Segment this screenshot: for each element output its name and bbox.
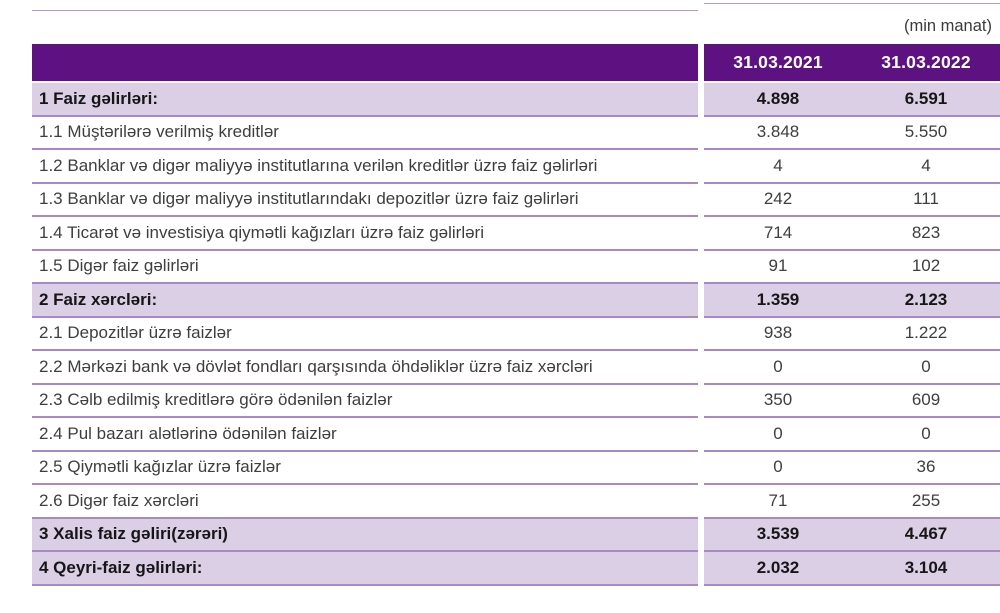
unit-note: (min manat) bbox=[903, 17, 992, 35]
column-gap bbox=[698, 382, 704, 416]
row-value-2021: 2.032 bbox=[756, 557, 800, 577]
row-label: 2.2 Mərkəzi bank və dövlət fondları qarş… bbox=[32, 349, 698, 383]
table-row: 4 Qeyri-faiz gəlirləri: 2.032 3.104 bbox=[32, 550, 1000, 584]
row-label: 4 Qeyri-faiz gəlirləri: bbox=[32, 550, 698, 584]
row-value-2022: 4.467 bbox=[904, 524, 948, 544]
row-value-2021: 1.359 bbox=[756, 289, 800, 309]
column-gap bbox=[698, 483, 704, 517]
table-row: 2.1 Depozitlər üzrə faizlər 938 1.222 bbox=[32, 315, 1000, 350]
table-row: 1.3 Banklar və digər maliyyə institutlar… bbox=[32, 181, 1000, 216]
table-row: 1 Faiz gəlirləri: 4.898 6.591 bbox=[32, 81, 1000, 115]
column-gap bbox=[698, 449, 704, 483]
row-value-2022: 102 bbox=[911, 256, 941, 276]
row-label: 1.1 Müştərilərə verilmiş kreditlər bbox=[32, 114, 698, 149]
row-value-2022: 823 bbox=[911, 222, 941, 242]
row-value-2022: 36 bbox=[916, 457, 936, 477]
row-value-2021: 3.848 bbox=[756, 122, 800, 142]
row-value-2022: 255 bbox=[911, 490, 941, 510]
row-value-2022: 1.222 bbox=[904, 323, 948, 343]
row-label: 1.3 Banklar və digər maliyyə institutlar… bbox=[32, 181, 698, 216]
column-gap bbox=[698, 248, 704, 282]
row-label: 2.1 Depozitlər üzrə faizlər bbox=[32, 315, 698, 350]
table-row: 1.5 Digər faiz gəlirləri 91 102 bbox=[32, 248, 1000, 283]
row-value-2022: 3.104 bbox=[904, 557, 948, 577]
row-label: 2.6 Digər faiz xərcləri bbox=[32, 483, 698, 517]
row-value-2022: 4 bbox=[921, 155, 931, 175]
value-columns-top-border bbox=[704, 3, 1000, 4]
row-value-2021: 3.539 bbox=[756, 524, 800, 544]
table-row: 2 Faiz xərcləri: 1.359 2.123 bbox=[32, 282, 1000, 316]
column-gap bbox=[698, 516, 704, 550]
header-label-cell bbox=[32, 44, 698, 81]
row-value-2021: 0 bbox=[773, 423, 783, 443]
column-gap bbox=[698, 114, 704, 148]
column-gap bbox=[698, 215, 704, 249]
row-value-2021: 350 bbox=[763, 390, 793, 410]
row-value-2021: 71 bbox=[768, 490, 788, 510]
row-label: 2.5 Qiymətli kağızlar üzrə faizlər bbox=[32, 449, 698, 484]
row-value-2021: 714 bbox=[763, 222, 793, 242]
header-value-cells: 31.03.2021 31.03.2022 bbox=[704, 44, 1000, 81]
row-value-2022: 5.550 bbox=[904, 122, 948, 142]
row-value-2022: 2.123 bbox=[904, 289, 948, 309]
row-value-2021: 91 bbox=[768, 256, 788, 276]
row-label: 1.4 Ticarət və investisiya qiymətli kağı… bbox=[32, 215, 698, 249]
column-header-2022: 31.03.2022 bbox=[881, 52, 971, 72]
row-label: 1.5 Digər faiz gəlirləri bbox=[32, 248, 698, 283]
row-value-2022: 609 bbox=[911, 390, 941, 410]
table-row: 2.4 Pul bazarı alətlərinə ödənilən faizl… bbox=[32, 416, 1000, 450]
column-gap bbox=[698, 81, 704, 115]
row-label: 1.2 Banklar və digər maliyyə institutlar… bbox=[32, 148, 698, 182]
column-gap bbox=[698, 148, 704, 182]
row-value-2021: 0 bbox=[773, 457, 783, 477]
column-gap bbox=[698, 416, 704, 450]
column-gap bbox=[698, 44, 704, 81]
income-statement-table: 31.03.2021 31.03.2022 1 Faiz gəlirləri: … bbox=[32, 44, 1000, 586]
row-value-2021: 938 bbox=[763, 323, 793, 343]
table-row: 2.2 Mərkəzi bank və dövlət fondları qarş… bbox=[32, 349, 1000, 383]
row-value-2021: 4.898 bbox=[756, 88, 800, 108]
column-gap bbox=[698, 349, 704, 383]
row-value-2022: 0 bbox=[921, 423, 931, 443]
table-row: 2.5 Qiymətli kağızlar üzrə faizlər 0 36 bbox=[32, 449, 1000, 484]
table-bottom-border bbox=[32, 583, 1000, 586]
row-label: 2 Faiz xərcləri: bbox=[32, 282, 698, 316]
table-header-row: 31.03.2021 31.03.2022 bbox=[32, 44, 1000, 81]
column-gap bbox=[698, 550, 704, 584]
table-row: 2.3 Cəlb edilmiş kreditlərə görə ödənilə… bbox=[32, 382, 1000, 417]
row-value-2022: 6.591 bbox=[904, 88, 948, 108]
column-gap bbox=[698, 181, 704, 215]
column-gap bbox=[698, 315, 704, 349]
label-column-top-border bbox=[32, 10, 698, 11]
table-row: 1.2 Banklar və digər maliyyə institutlar… bbox=[32, 148, 1000, 182]
row-label: 2.4 Pul bazarı alətlərinə ödənilən faizl… bbox=[32, 416, 698, 450]
table-row: 1.1 Müştərilərə verilmiş kreditlər 3.848… bbox=[32, 114, 1000, 149]
row-label: 2.3 Cəlb edilmiş kreditlərə görə ödənilə… bbox=[32, 382, 698, 417]
row-value-2021: 0 bbox=[773, 356, 783, 376]
column-header-2021: 31.03.2021 bbox=[733, 52, 823, 72]
column-gap bbox=[698, 282, 704, 316]
row-value-2021: 4 bbox=[773, 155, 783, 175]
row-label: 1 Faiz gəlirləri: bbox=[32, 81, 698, 115]
row-value-2022: 0 bbox=[921, 356, 931, 376]
table-row: 3 Xalis faiz gəliri(zərəri) 3.539 4.467 bbox=[32, 516, 1000, 550]
row-label: 3 Xalis faiz gəliri(zərəri) bbox=[32, 516, 698, 550]
row-value-2021: 242 bbox=[763, 189, 793, 209]
table-row: 1.4 Ticarət və investisiya qiymətli kağı… bbox=[32, 215, 1000, 249]
row-value-2022: 111 bbox=[913, 189, 939, 209]
table-body: 1 Faiz gəlirləri: 4.898 6.591 1.1 Müştər… bbox=[32, 81, 1000, 584]
table-row: 2.6 Digər faiz xərcləri 71 255 bbox=[32, 483, 1000, 517]
